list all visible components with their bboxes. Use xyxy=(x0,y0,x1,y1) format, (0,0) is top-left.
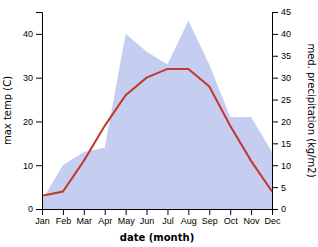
tick-mark xyxy=(272,100,278,101)
tick: Oct xyxy=(224,209,239,226)
tick: 35 xyxy=(272,51,291,61)
tick-mark xyxy=(84,209,85,215)
tick: May xyxy=(118,209,136,226)
tick-label: Mar xyxy=(77,216,93,226)
tick-label: 5 xyxy=(281,182,286,192)
tick: Mar xyxy=(77,209,93,226)
tick: Jan xyxy=(35,209,50,226)
y-axis-title: max temp (C) xyxy=(2,76,13,145)
tick: 30 xyxy=(23,73,42,83)
tick-label: Apr xyxy=(98,216,112,226)
tick-label: 15 xyxy=(281,139,291,149)
tick: Sep xyxy=(202,209,218,226)
tick-mark xyxy=(272,165,278,166)
plot: JanFebMarAprMayJunJulAugSepOctNovDec0102… xyxy=(23,7,291,226)
tick: Aug xyxy=(181,209,197,226)
tick-label: 40 xyxy=(23,29,33,39)
tick-mark xyxy=(36,34,42,35)
tick-mark xyxy=(126,209,127,215)
tick-mark xyxy=(272,12,278,13)
y2-axis-title: med. precipitation (kg/m2) xyxy=(306,43,317,177)
marks xyxy=(42,21,272,209)
tick-mark xyxy=(272,187,278,188)
tick: 45 xyxy=(272,7,291,17)
tick: 20 xyxy=(23,117,42,127)
y2-axis: 0 5 10 15 20 25 30 35 40 45 xyxy=(272,7,291,214)
tick-label: 45 xyxy=(281,7,291,17)
tick-label: 10 xyxy=(281,161,291,171)
tick: 25 xyxy=(272,95,291,105)
tick-mark xyxy=(230,209,231,215)
tick: 0 xyxy=(272,204,286,214)
x-axis-title: date (month) xyxy=(120,232,194,243)
tick-mark xyxy=(272,209,278,210)
tick-label: Feb xyxy=(56,216,72,226)
tick-label: May xyxy=(118,216,136,226)
tick: 15 xyxy=(272,139,291,149)
tick-mark xyxy=(272,34,278,35)
tick-label: Aug xyxy=(181,216,197,226)
tick: Apr xyxy=(98,209,112,226)
tick: 10 xyxy=(23,161,42,171)
line xyxy=(42,69,272,196)
tick: 40 xyxy=(272,29,291,39)
tick: 10 xyxy=(272,161,291,171)
tick-mark xyxy=(63,209,64,215)
x-axis: Jan Feb Mar Apr May Jun Jul Aug Sep Oct NovDec xyxy=(35,209,281,226)
tick-label: 0 xyxy=(28,204,33,214)
tick-label: 10 xyxy=(23,161,33,171)
tick-label: 20 xyxy=(23,117,33,127)
tick: Jun xyxy=(140,209,155,226)
tick: 20 xyxy=(272,117,291,127)
axis-line xyxy=(43,210,273,216)
tick-label: 30 xyxy=(281,73,291,83)
tick-label: Sep xyxy=(202,216,218,226)
tick-mark xyxy=(36,121,42,122)
axis-line xyxy=(273,13,279,210)
tick-label: 20 xyxy=(281,117,291,127)
chart: JanFebMarAprMayJunJulAugSepOctNovDec0102… xyxy=(0,0,318,247)
tick-mark xyxy=(36,165,42,166)
tick: Feb xyxy=(56,209,72,226)
tick-label: 30 xyxy=(23,73,33,83)
tick-mark xyxy=(36,78,42,79)
tick: 0 xyxy=(28,204,42,214)
tick-mark xyxy=(167,209,168,215)
tick-mark xyxy=(272,78,278,79)
tick-label: Jul xyxy=(162,216,174,226)
tick: Jul xyxy=(162,209,174,226)
tick-label: 35 xyxy=(281,51,291,61)
tick-label: Nov xyxy=(244,216,261,226)
tick-mark xyxy=(272,56,278,57)
y-axis: 0 10 20 30 40 xyxy=(23,13,43,215)
tick: 40 xyxy=(23,29,42,39)
area xyxy=(42,21,272,209)
tick: Dec xyxy=(264,209,281,226)
tick-mark xyxy=(251,209,252,215)
tick: 30 xyxy=(272,73,291,83)
tick: 5 xyxy=(272,182,286,192)
tick-label: Dec xyxy=(264,216,281,226)
tick-mark xyxy=(188,209,189,215)
tick-label: Oct xyxy=(224,216,239,226)
tick-mark xyxy=(272,143,278,144)
axis-line xyxy=(36,13,43,210)
tick-mark xyxy=(209,209,210,215)
tick-mark xyxy=(105,209,106,215)
tick-mark xyxy=(272,121,278,122)
tick-label: Jun xyxy=(140,216,155,226)
tick-label: 0 xyxy=(281,204,286,214)
tick-label: Jan xyxy=(35,216,50,226)
tick-mark xyxy=(36,209,42,210)
tick-label: 25 xyxy=(281,95,291,105)
tick-mark xyxy=(147,209,148,215)
tick: Nov xyxy=(244,209,261,226)
tick-label: 40 xyxy=(281,29,291,39)
